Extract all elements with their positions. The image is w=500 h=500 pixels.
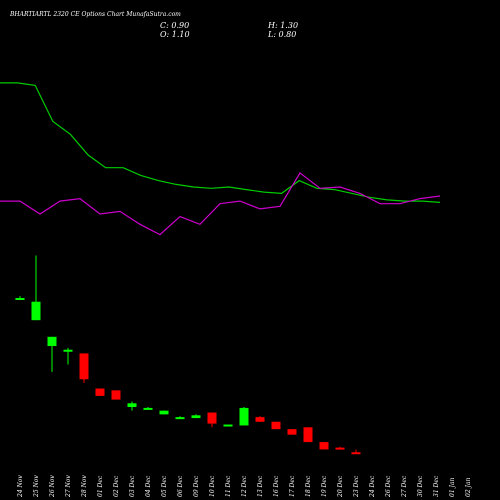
- candle-body: [31, 301, 41, 321]
- candle: [31, 255, 41, 321]
- candle: [175, 416, 185, 420]
- candle: [159, 410, 169, 415]
- candle: [335, 446, 345, 450]
- candle: [207, 412, 217, 428]
- x-tick-label: 03 Dec: [129, 475, 136, 497]
- x-tick-label: 02 Dec: [113, 475, 120, 497]
- candle-body: [303, 427, 313, 443]
- x-tick-label: 24 Nov: [17, 475, 24, 498]
- x-tick-label: 20 Dec: [337, 475, 344, 498]
- x-tick-label: 04 Dec: [145, 475, 152, 497]
- candle: [79, 353, 89, 383]
- candle: [111, 390, 121, 400]
- ma-magenta-line: [0, 172, 441, 236]
- x-tick-label: 17 Dec: [289, 475, 296, 497]
- x-tick-label: 02 Jan: [465, 477, 472, 497]
- x-tick-label: 06 Dec: [177, 475, 184, 497]
- candle-body: [287, 429, 297, 435]
- high-label: H: 1.30: [268, 21, 299, 30]
- candle-body: [47, 336, 57, 347]
- x-tick-label: 31 Dec: [433, 475, 440, 497]
- x-tick-label: 24 Dec: [369, 475, 376, 498]
- x-tick-label: 19 Dec: [321, 475, 328, 497]
- candle: [271, 421, 281, 430]
- moving-average-layer: [0, 82, 441, 236]
- x-tick-label: 09 Dec: [193, 475, 200, 497]
- x-tick-label: 26 Dec: [385, 475, 392, 498]
- x-tick-label: 30 Dec: [417, 475, 424, 497]
- candle-body: [159, 410, 169, 415]
- x-tick-label: 23 Dec: [353, 475, 360, 498]
- x-tick-label: 12 Dec: [241, 475, 248, 497]
- candle-body: [63, 349, 73, 352]
- x-tick-label: 01 Dec: [97, 475, 104, 497]
- low-label: L: 0.80: [268, 30, 297, 39]
- candle: [95, 388, 105, 396]
- x-tick-label: 28 Nov: [81, 475, 88, 498]
- x-axis-labels: 24 Nov 25 Nov 26 Nov 27 Nov 28 Nov 01 Dec 02 D…: [17, 475, 472, 498]
- open-label: O: 1.10: [160, 30, 190, 39]
- candle: [239, 406, 249, 426]
- candle-body: [319, 442, 329, 450]
- candle: [15, 296, 25, 301]
- candle: [303, 427, 313, 443]
- x-tick-label: 05 Dec: [161, 475, 168, 497]
- chart-title: BHARTIARTL 2320 CE Options Chart MunafaS…: [10, 11, 181, 18]
- candle-body: [335, 447, 345, 450]
- candle-body: [95, 388, 105, 396]
- candle-body: [351, 452, 361, 455]
- candle-body: [271, 421, 281, 430]
- candle-body: [127, 403, 137, 407]
- candle: [47, 336, 57, 372]
- candle-body: [191, 415, 201, 419]
- candle: [319, 442, 329, 450]
- candle: [63, 347, 73, 365]
- candle: [223, 424, 233, 427]
- candle-body: [207, 412, 217, 424]
- x-tick-label: 01 Jan: [449, 477, 456, 497]
- candle: [127, 401, 137, 411]
- candle-body: [223, 424, 233, 427]
- candle-body: [79, 353, 89, 380]
- x-tick-label: 26 Nov: [49, 475, 56, 498]
- candle-body: [111, 390, 121, 400]
- ma-green-line: [0, 82, 441, 203]
- x-tick-label: 10 Dec: [209, 475, 216, 497]
- x-tick-label: 16 Dec: [273, 475, 280, 497]
- x-tick-label: 25 Nov: [33, 475, 40, 498]
- candle: [287, 429, 297, 435]
- candle: [255, 416, 265, 422]
- candle-body: [239, 407, 249, 426]
- candle: [143, 406, 153, 410]
- candle-body: [255, 417, 265, 422]
- x-tick-label: 27 Dec: [401, 475, 408, 498]
- x-tick-label: 27 Nov: [65, 475, 72, 498]
- close-label: C: 0.90: [160, 21, 190, 30]
- candle-layer: [15, 255, 361, 455]
- candle: [351, 449, 361, 455]
- candle: [191, 414, 201, 419]
- x-tick-label: 13 Dec: [257, 475, 264, 497]
- x-tick-label: 18 Dec: [305, 475, 312, 497]
- candle-body: [15, 298, 25, 301]
- candle-body: [175, 417, 185, 420]
- x-tick-label: 11 Dec: [225, 475, 232, 497]
- candle-body: [143, 407, 153, 410]
